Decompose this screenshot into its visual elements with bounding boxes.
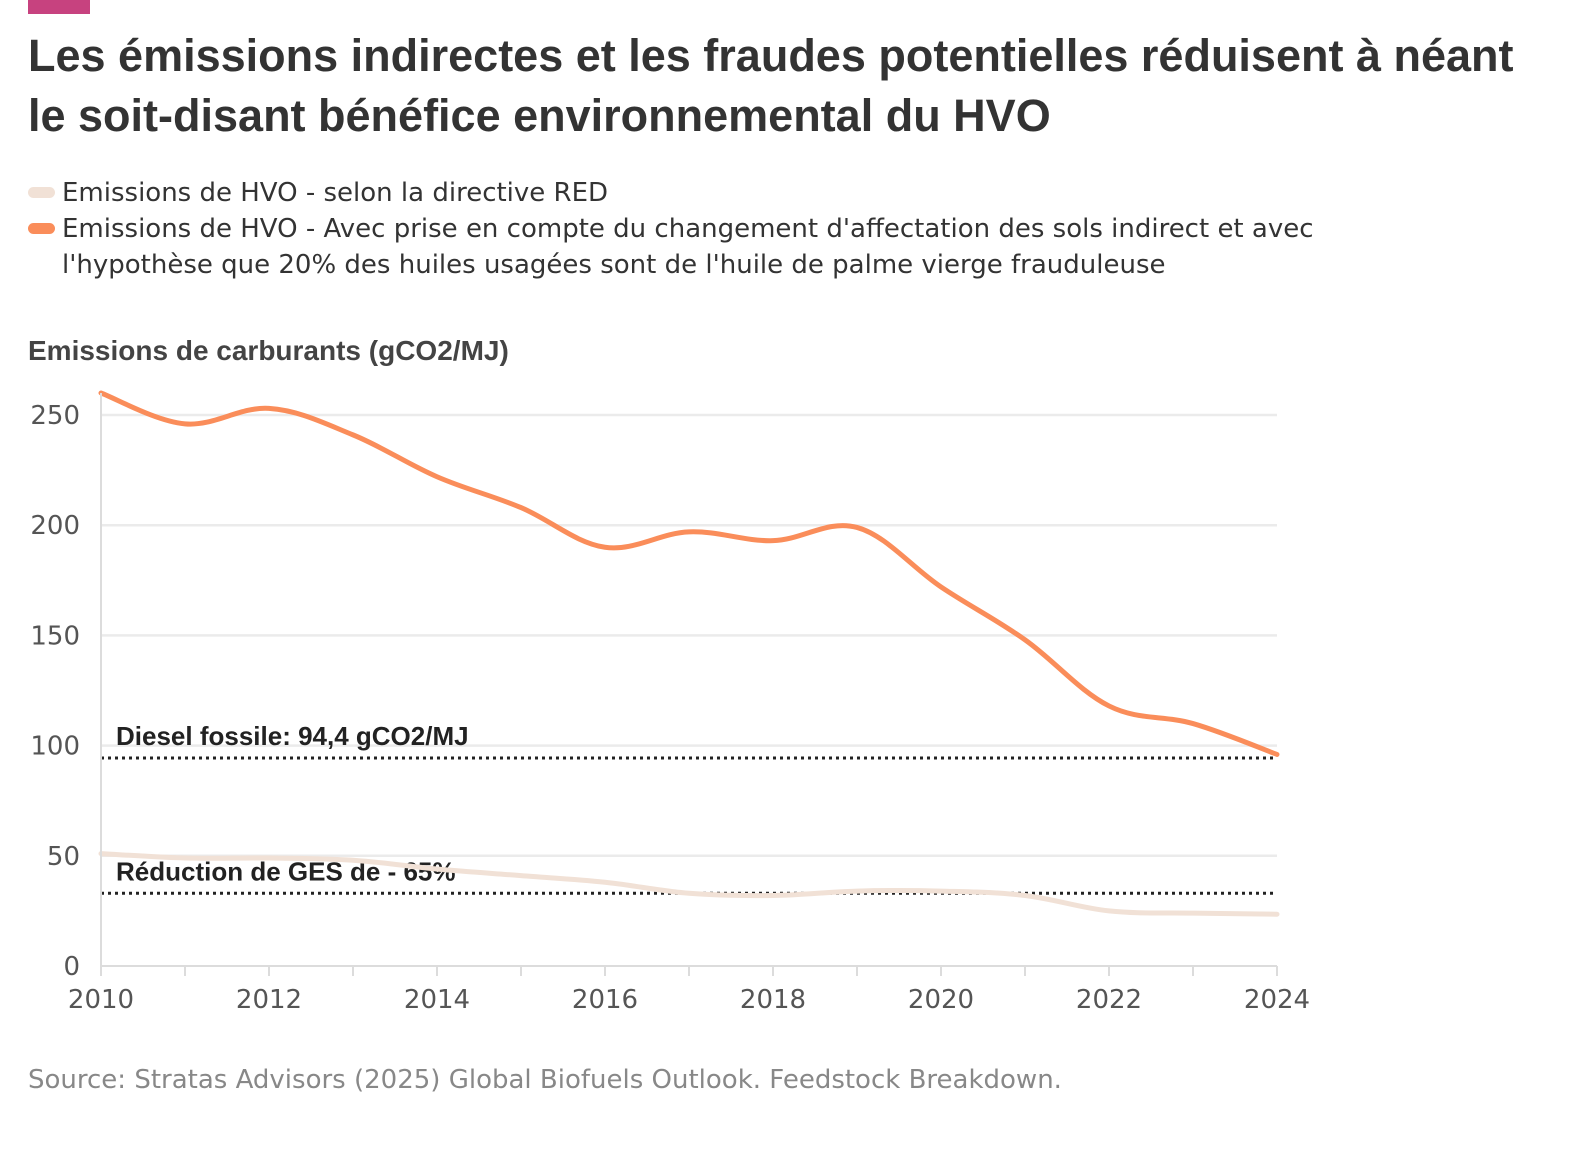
y-tick-label: 200 (30, 511, 80, 541)
source-note: Source: Stratas Advisors (2025) Global B… (28, 1065, 1062, 1095)
x-tick-label: 2010 (68, 985, 134, 1015)
x-tick-label: 2018 (740, 985, 806, 1015)
legend-item-red: Emissions de HVO - selon la directive RE… (28, 175, 1558, 211)
x-tick-label: 2014 (404, 985, 470, 1015)
line-chart: Emissions de carburants (gCO2/MJ) Diesel… (28, 335, 1310, 1015)
legend: Emissions de HVO - selon la directive RE… (28, 175, 1558, 283)
y-tick-label: 0 (63, 952, 80, 982)
accent-bar (28, 0, 90, 14)
y-tick-label: 50 (47, 842, 80, 872)
series-line-iluc (98, 390, 1280, 757)
x-tick-label: 2020 (908, 985, 974, 1015)
axis-layer: 0 50 100 150 200 250 2010 2012 2014 2016 2018 2020 2… (30, 393, 1310, 1015)
y-tick-label: 250 (30, 401, 80, 431)
y-axis-title: Emissions de carburants (gCO2/MJ) (28, 335, 509, 366)
grid-layer (101, 413, 1277, 858)
reference-label-1: Réduction de GES de - 65% (116, 856, 456, 886)
legend-item-iluc: Emissions de HVO - Avec prise en compte … (28, 211, 1558, 283)
x-tick-label: 2022 (1076, 985, 1142, 1015)
series-line-red (98, 851, 1280, 917)
x-tick-label: 2012 (236, 985, 302, 1015)
y-tick-label: 150 (30, 621, 80, 651)
x-tick-label: 2024 (1244, 985, 1310, 1015)
legend-label-red: Emissions de HVO - selon la directive RE… (62, 178, 609, 208)
y-tick-label: 100 (30, 732, 80, 762)
legend-swatch-iluc (28, 223, 55, 234)
legend-label-iluc: Emissions de HVO - Avec prise en compte … (62, 214, 1314, 280)
legend-swatch-red (28, 187, 55, 198)
chart-title: Les émissions indirectes et les fraudes … (28, 30, 1514, 141)
reference-lines: Diesel fossile: 94,4 gCO2/MJ Réduction de… (101, 721, 1277, 895)
series-layer (98, 390, 1280, 917)
reference-label-0: Diesel fossile: 94,4 gCO2/MJ (116, 721, 469, 751)
x-tick-label: 2016 (572, 985, 638, 1015)
